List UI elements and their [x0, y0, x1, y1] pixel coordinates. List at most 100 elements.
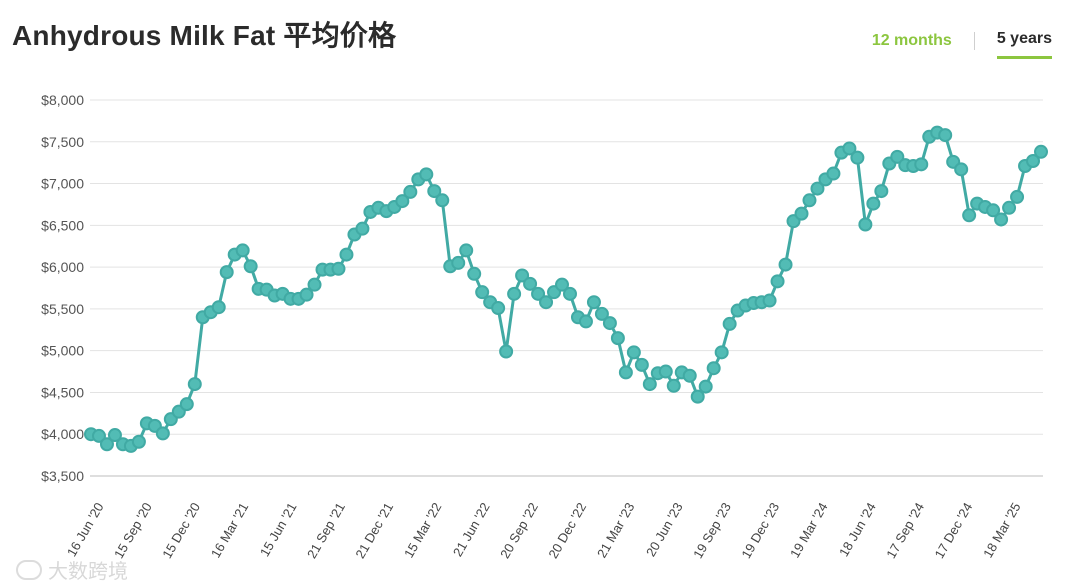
data-point[interactable]: [107, 428, 122, 443]
y-tick-label: $7,500: [41, 134, 84, 150]
y-tick-label: $6,500: [41, 217, 84, 233]
data-point[interactable]: [994, 212, 1009, 227]
data-point[interactable]: [810, 181, 825, 196]
watermark-text: 大数跨境: [48, 559, 128, 583]
data-point[interactable]: [874, 184, 889, 199]
data-point[interactable]: [914, 157, 929, 172]
data-point[interactable]: [211, 300, 226, 315]
data-point[interactable]: [762, 293, 777, 308]
x-tick-label: 20 Sep '22: [497, 500, 541, 561]
data-point[interactable]: [459, 243, 474, 258]
x-tick-label: 15 Sep '20: [111, 500, 155, 561]
data-point[interactable]: [515, 268, 530, 283]
data-point[interactable]: [1010, 189, 1025, 204]
watermark: 大数跨境: [16, 555, 128, 584]
data-point[interactable]: [658, 364, 673, 379]
data-point[interactable]: [802, 193, 817, 208]
data-point[interactable]: [682, 368, 697, 383]
data-point[interactable]: [842, 141, 857, 156]
data-point[interactable]: [187, 377, 202, 392]
data-point[interactable]: [451, 255, 466, 270]
data-point[interactable]: [339, 247, 354, 262]
data-point[interactable]: [499, 344, 514, 359]
x-tick-label: 17 Sep '24: [883, 500, 927, 561]
tab-5-years[interactable]: 5 years: [996, 30, 1052, 59]
x-tick-label: 21 Sep '21: [304, 500, 348, 561]
data-point[interactable]: [714, 345, 729, 360]
data-point[interactable]: [618, 365, 633, 380]
x-axis-ticks: 16 Jun '20 15 Sep '20 15 Dec '20 16 Mar '21…: [64, 500, 1024, 561]
data-point[interactable]: [1026, 153, 1041, 168]
data-point[interactable]: [91, 428, 106, 443]
data-point[interactable]: [642, 377, 657, 392]
data-point[interactable]: [954, 162, 969, 177]
data-point[interactable]: [491, 301, 506, 316]
data-point[interactable]: [1002, 200, 1017, 215]
x-tick-label: 18 Mar '25: [980, 500, 1023, 560]
x-tick-label: 15 Mar '22: [401, 500, 444, 560]
data-point[interactable]: [243, 259, 258, 274]
data-point[interactable]: [523, 276, 538, 291]
x-tick-label: 15 Jun '21: [257, 500, 300, 559]
data-point[interactable]: [578, 314, 593, 329]
data-point[interactable]: [962, 208, 977, 223]
data-point[interactable]: [666, 378, 681, 393]
x-tick-label: 15 Dec '20: [159, 500, 203, 561]
data-point[interactable]: [698, 379, 713, 394]
range-tabs: 12 months 5 years: [872, 30, 1052, 59]
x-tick-label: 20 Dec '22: [545, 500, 589, 561]
data-point[interactable]: [403, 184, 418, 199]
data-point[interactable]: [299, 287, 314, 302]
data-point[interactable]: [427, 184, 442, 199]
data-point[interactable]: [507, 286, 522, 301]
data-point[interactable]: [986, 203, 1001, 218]
y-tick-label: $3,500: [41, 468, 84, 484]
data-point[interactable]: [634, 357, 649, 372]
data-point[interactable]: [850, 150, 865, 165]
data-point[interactable]: [1034, 144, 1048, 159]
data-point[interactable]: [467, 266, 482, 281]
x-tick-label: 20 Jun '23: [643, 500, 686, 559]
data-point[interactable]: [419, 167, 434, 182]
tab-divider: [973, 31, 975, 50]
data-point[interactable]: [770, 274, 785, 289]
data-point[interactable]: [99, 437, 114, 452]
data-point[interactable]: [539, 295, 554, 310]
data-point[interactable]: [586, 295, 601, 310]
y-tick-label: $7,000: [41, 176, 84, 192]
x-tick-label: 16 Jun '20: [64, 500, 107, 559]
data-point[interactable]: [866, 196, 881, 211]
data-point[interactable]: [722, 316, 737, 331]
data-point[interactable]: [355, 221, 370, 236]
data-point[interactable]: [307, 277, 322, 292]
data-point[interactable]: [778, 257, 793, 272]
data-point[interactable]: [395, 194, 410, 209]
data-point[interactable]: [826, 166, 841, 181]
data-point[interactable]: [179, 397, 194, 412]
data-point[interactable]: [690, 389, 705, 404]
data-point[interactable]: [219, 265, 234, 280]
data-point[interactable]: [938, 128, 953, 143]
y-tick-label: $5,500: [41, 301, 84, 317]
data-point[interactable]: [531, 286, 546, 301]
data-point[interactable]: [131, 434, 146, 449]
data-point[interactable]: [155, 426, 170, 441]
data-point[interactable]: [331, 261, 346, 276]
data-point[interactable]: [610, 331, 625, 346]
data-point[interactable]: [794, 206, 809, 221]
data-point[interactable]: [858, 217, 873, 232]
grid-lines: [90, 99, 1043, 477]
tab-12-months[interactable]: 12 months: [871, 31, 952, 49]
data-point[interactable]: [626, 345, 641, 360]
data-point[interactable]: [475, 285, 490, 300]
data-point[interactable]: [235, 243, 250, 258]
chart-title: Anhydrous Milk Fat 平均价格: [12, 20, 397, 51]
data-point[interactable]: [602, 316, 617, 331]
data-point[interactable]: [890, 149, 905, 164]
data-point[interactable]: [594, 306, 609, 321]
data-point[interactable]: [555, 277, 570, 292]
data-point[interactable]: [706, 361, 721, 376]
data-point[interactable]: [562, 286, 577, 301]
data-point[interactable]: [435, 193, 450, 208]
